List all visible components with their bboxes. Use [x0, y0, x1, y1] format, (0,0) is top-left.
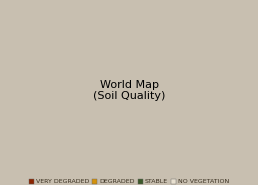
Legend: VERY DEGRADED, DEGRADED, STABLE, NO VEGETATION: VERY DEGRADED, DEGRADED, STABLE, NO VEGE… [26, 176, 232, 185]
Text: World Map
(Soil Quality): World Map (Soil Quality) [93, 80, 165, 101]
